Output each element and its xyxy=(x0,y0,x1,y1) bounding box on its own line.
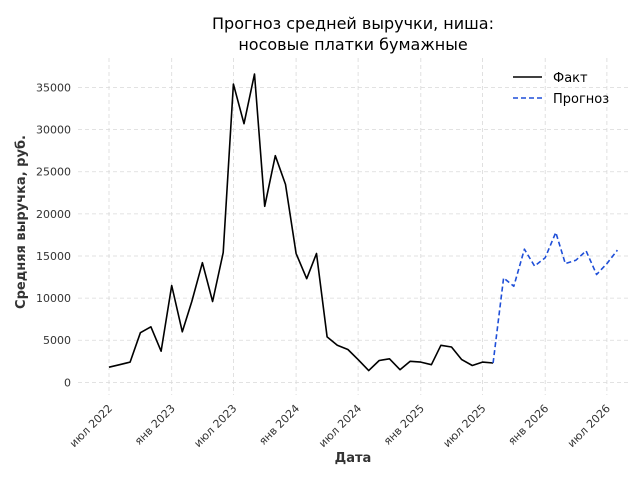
x-tick-label: июл 2022 xyxy=(67,402,115,450)
y-tick-label: 30000 xyxy=(36,124,71,137)
x-axis-label: Дата xyxy=(335,451,372,466)
x-tick-label: янв 2024 xyxy=(256,402,302,448)
x-tick-label: июл 2024 xyxy=(316,402,364,450)
x-axis-ticks: июл 2022 янв 2023 июл 2023 янв 2024 июл 2024… xyxy=(67,402,613,450)
chart-title-line2: носовые платки бумажные xyxy=(238,35,467,54)
y-tick-label: 20000 xyxy=(36,208,71,221)
x-tick-label: июл 2023 xyxy=(191,402,239,450)
y-axis-ticks: 0 5000 10000 15000 20000 25000 30000 35000 xyxy=(36,81,71,389)
chart-title-line1: Прогноз средней выручки, ниша: xyxy=(212,14,494,33)
series-line-fact xyxy=(108,73,494,372)
x-tick-label: июл 2026 xyxy=(565,402,613,450)
series-line-forecast xyxy=(492,231,619,364)
y-tick-label: 10000 xyxy=(36,292,71,305)
y-tick-label: 0 xyxy=(64,376,71,389)
x-tick-label: июл 2025 xyxy=(441,402,489,450)
y-tick-label: 5000 xyxy=(43,334,71,347)
y-tick-label: 35000 xyxy=(36,81,71,94)
x-tick-label: янв 2026 xyxy=(505,402,551,448)
x-tick-label: янв 2023 xyxy=(132,402,178,448)
legend-label-forecast: Прогноз xyxy=(553,92,609,107)
y-axis-label: Средняя выручка, руб. xyxy=(14,135,29,309)
legend-label-fact: Факт xyxy=(553,71,588,86)
series-lines xyxy=(108,73,619,372)
y-tick-label: 15000 xyxy=(36,250,71,263)
legend: Факт Прогноз xyxy=(513,71,609,107)
y-tick-label: 25000 xyxy=(36,166,71,179)
grid xyxy=(78,58,628,395)
x-tick-label: янв 2025 xyxy=(381,402,427,448)
